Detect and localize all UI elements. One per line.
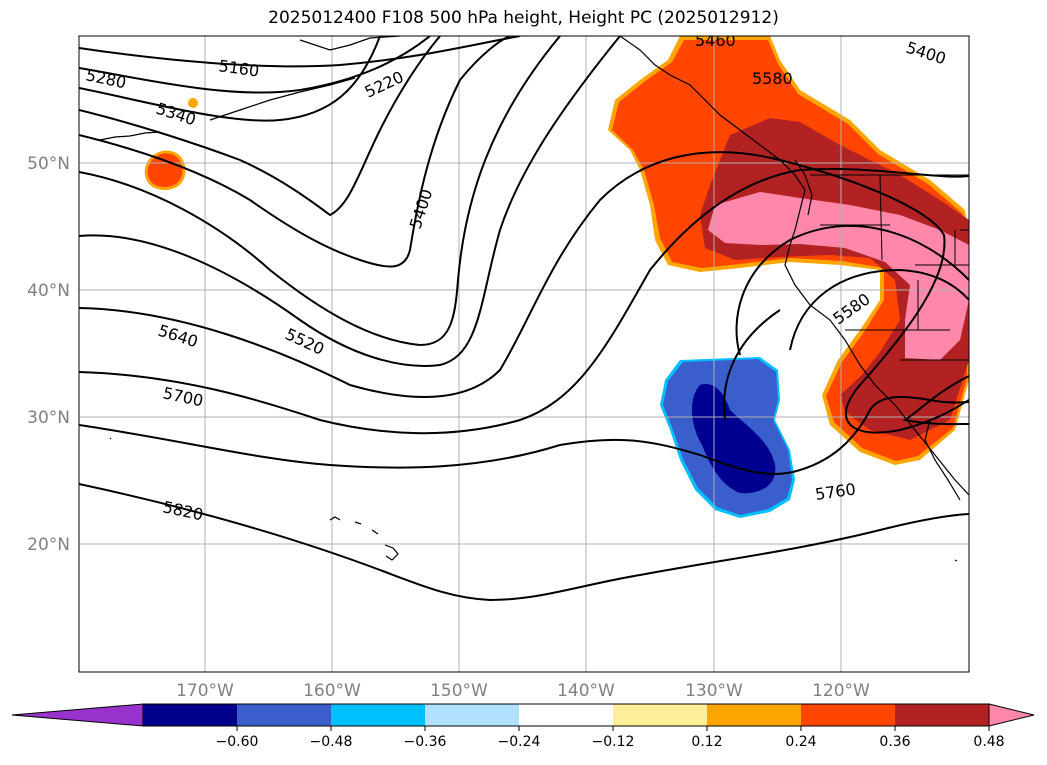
colorbar-segment <box>895 704 990 726</box>
colorbar: −0.60 −0.48 −0.36 −0.24 −0.12 0.12 0.24 0.36 0.4… <box>11 703 1035 750</box>
lon-label-150w: 150°W <box>430 681 488 701</box>
colorbar-frame <box>142 703 990 727</box>
lon-label-140w: 140°W <box>557 681 615 701</box>
colorbar-tick-label: 0.12 <box>691 734 722 750</box>
colorbar-segment <box>801 704 896 726</box>
colorbar-tick-label: 0.36 <box>879 734 910 750</box>
colorbar-segment <box>425 704 520 726</box>
negative-anomaly-shading <box>660 357 795 518</box>
colorbar-tick-label: −0.24 <box>498 734 541 750</box>
lat-label-40n: 40°N <box>27 281 70 301</box>
lon-label-130w: 130°W <box>685 681 743 701</box>
longitude-labels: 170°W 160°W 150°W 140°W 130°W 120°W <box>176 681 870 701</box>
contour-label-5460: 5460 <box>695 31 736 50</box>
lon-label-170w: 170°W <box>176 681 234 701</box>
colorbar-tick-label: −0.60 <box>216 734 259 750</box>
colorbar-tick-label: −0.36 <box>404 734 447 750</box>
lat-label-30n: 30°N <box>27 408 70 428</box>
colorbar-tick-label: 0.24 <box>785 734 816 750</box>
colorbar-segment <box>613 704 708 726</box>
colorbar-tick-label: −0.48 <box>310 734 353 750</box>
colorbar-extend-left <box>11 703 144 727</box>
lat-label-20n: 20°N <box>27 535 70 555</box>
height-contours <box>79 36 969 602</box>
colorbar-tick-label: −0.12 <box>592 734 635 750</box>
lat-label-50n: 50°N <box>27 154 70 174</box>
colorbar-segment <box>519 704 614 726</box>
colorbar-segment <box>143 704 238 726</box>
latitude-labels: 50°N 40°N 30°N 20°N <box>27 154 70 555</box>
colorbar-segment <box>237 704 332 726</box>
map-title: 2025012400 F108 500 hPa height, Height P… <box>268 8 779 28</box>
colorbar-extend-right <box>988 703 1035 727</box>
lon-label-120w: 120°W <box>812 681 870 701</box>
colorbar-segment <box>707 704 802 726</box>
contour-label-5580: 5580 <box>752 69 793 88</box>
lon-label-160w: 160°W <box>303 681 361 701</box>
colorbar-segment <box>331 704 426 726</box>
colorbar-tick-label: 0.48 <box>973 734 1004 750</box>
map-frame <box>78 35 970 673</box>
